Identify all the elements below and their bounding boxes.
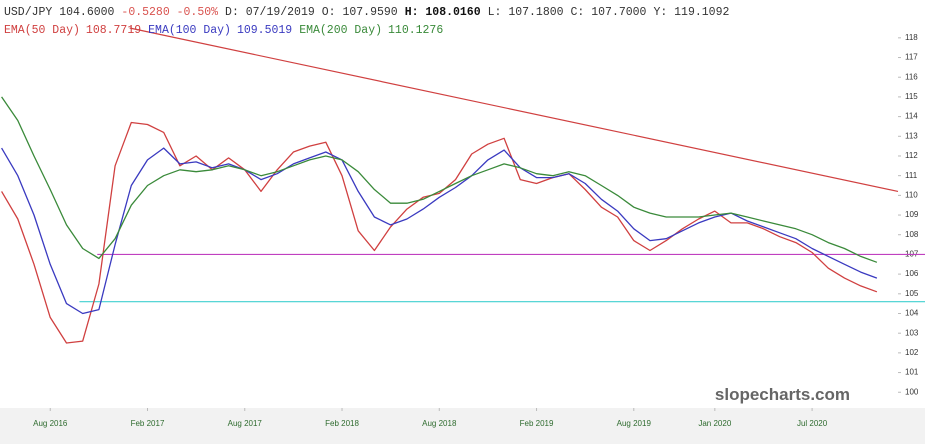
ema-legend: EMA(50 Day) 108.7719 EMA(100 Day) 109.5019 E…: [4, 24, 443, 37]
y-tick-label: 109: [905, 210, 919, 219]
year-close: Y: 119.1092: [653, 6, 730, 19]
low: L: 107.1800: [487, 6, 564, 19]
x-tick-label: Aug 2019: [617, 419, 652, 428]
y-tick-label: 117: [905, 53, 918, 62]
y-tick-label: 102: [905, 348, 919, 357]
legend-value: 109.5019: [236, 24, 293, 37]
x-axis-band: [0, 408, 925, 444]
symbol: USD/JPY 104.6000: [4, 6, 115, 19]
y-tick-label: 118: [905, 33, 918, 42]
x-tick-label: Aug 2017: [228, 419, 263, 428]
legend-entry: EMA(100 Day) 109.5019: [148, 24, 292, 37]
series-line: [1, 96, 878, 263]
legend-value: 108.7719: [85, 24, 142, 37]
y-tick-label: 115: [905, 92, 918, 101]
y-tick-label: 101: [905, 368, 919, 377]
y-tick-label: 111: [905, 171, 918, 180]
legend-name: EMA(50 Day): [4, 24, 80, 37]
quote-line: USD/JPY 104.6000 -0.5280 -0.50% D: 07/19…: [4, 6, 729, 19]
x-tick-label: Feb 2019: [520, 419, 554, 428]
y-tick-label: 114: [905, 112, 918, 121]
y-tick-label: 106: [905, 269, 919, 278]
change: -0.5280 -0.50%: [121, 6, 219, 19]
series-line: [1, 147, 878, 315]
high: H: 108.0160: [404, 6, 481, 19]
series-line: [1, 121, 878, 344]
x-tick-label: Jul 2020: [797, 419, 828, 428]
trendline: [129, 27, 899, 193]
legend-name: EMA(200 Day): [299, 24, 383, 37]
watermark: slopecharts.com: [715, 385, 850, 404]
legend-value: 110.1276: [388, 24, 444, 37]
y-tick-label: 113: [905, 131, 918, 140]
y-tick-label: 105: [905, 289, 919, 298]
date: D: 07/19/2019: [225, 6, 315, 19]
open: O: 107.9590: [321, 6, 398, 19]
x-tick-label: Aug 2016: [33, 419, 68, 428]
x-tick-label: Feb 2017: [131, 419, 165, 428]
y-tick-label: 108: [905, 230, 919, 239]
legend-entry: EMA(50 Day) 108.7719: [4, 24, 141, 37]
y-tick-label: 100: [905, 387, 919, 396]
close: C: 107.7000: [570, 6, 647, 19]
y-tick-label: 110: [905, 190, 918, 199]
y-tick-label: 103: [905, 328, 919, 337]
legend-name: EMA(100 Day): [148, 24, 231, 37]
x-tick-label: Jan 2020: [698, 419, 731, 428]
y-tick-label: 112: [905, 151, 918, 160]
x-tick-label: Feb 2018: [325, 419, 359, 428]
y-tick-label: 104: [905, 309, 919, 318]
x-tick-label: Aug 2018: [422, 419, 457, 428]
y-tick-label: 116: [905, 72, 918, 81]
legend-entry: EMA(200 Day) 110.1276: [299, 24, 443, 37]
